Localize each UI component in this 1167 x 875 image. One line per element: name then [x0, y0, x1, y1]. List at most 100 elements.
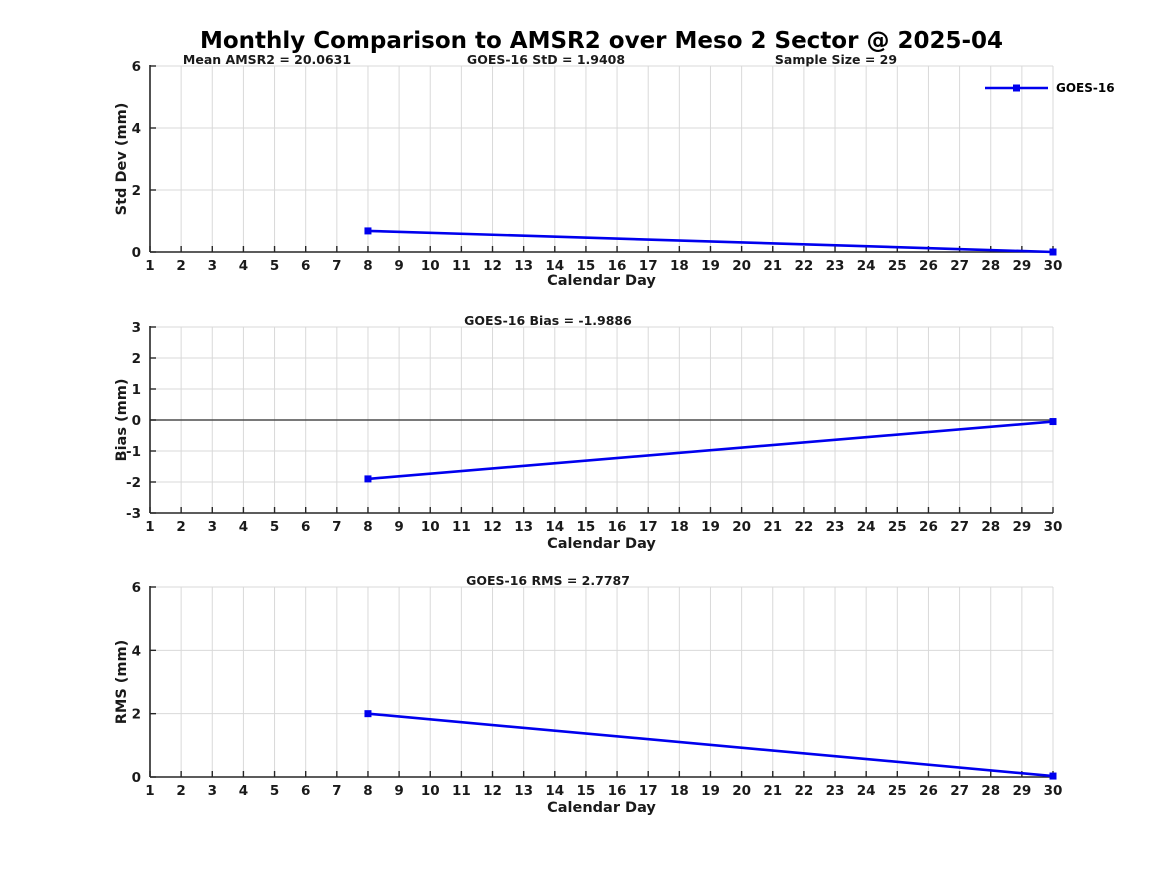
- x-tick-label: 12: [483, 783, 502, 799]
- y-tick-label: -2: [126, 475, 141, 491]
- ylabel-std-dev: Std Dev (mm): [114, 102, 130, 216]
- xlabel-calendar-day-1: Calendar Day: [547, 273, 656, 289]
- y-tick-label: -1: [126, 444, 141, 460]
- x-tick-label: 30: [1044, 258, 1063, 274]
- x-tick-label: 9: [394, 258, 403, 274]
- data-point-marker: [1049, 772, 1057, 780]
- x-tick-label: 21: [763, 258, 782, 274]
- data-point-marker: [364, 710, 372, 718]
- x-tick-label: 28: [981, 258, 1000, 274]
- legend: [985, 84, 1048, 92]
- x-tick-label: 27: [950, 519, 969, 535]
- x-tick-label: 11: [452, 519, 471, 535]
- x-tick-label: 18: [670, 519, 689, 535]
- x-tick-label: 7: [332, 258, 341, 274]
- x-tick-label: 2: [176, 783, 185, 799]
- x-tick-label: 12: [483, 519, 502, 535]
- y-tick-label: 6: [132, 59, 141, 75]
- x-tick-label: 1: [145, 783, 154, 799]
- xlabel-calendar-day-3: Calendar Day: [547, 800, 656, 816]
- x-tick-label: 6: [301, 783, 310, 799]
- x-tick-label: 29: [1012, 783, 1031, 799]
- x-tick-label: 4: [239, 783, 248, 799]
- y-tick-label: 1: [132, 382, 141, 398]
- legend-label-goes16: GOES-16: [1056, 81, 1115, 95]
- x-tick-label: 8: [363, 258, 372, 274]
- x-tick-label: 16: [608, 519, 627, 535]
- y-tick-label: 2: [132, 183, 141, 199]
- x-tick-label: 4: [239, 519, 248, 535]
- x-tick-label: 22: [794, 783, 813, 799]
- x-tick-label: 11: [452, 783, 471, 799]
- x-tick-label: 20: [732, 258, 751, 274]
- goes-16-line: [367, 229, 1054, 254]
- x-tick-label: 26: [919, 519, 938, 535]
- y-tick-label: 4: [132, 121, 141, 137]
- x-tick-label: 17: [639, 258, 658, 274]
- y-tick-label: 0: [132, 413, 141, 429]
- x-tick-label: 28: [981, 783, 1000, 799]
- stddev-plot: 1 2 3 4 5 6 7 8 9 10 11 12 13 14 15 16 17 18 19 20 21 22 23 24 2…: [132, 59, 1063, 274]
- x-tick-label: 24: [857, 258, 876, 274]
- x-tick-label: 3: [208, 783, 217, 799]
- ylabel-rms: RMS (mm): [114, 639, 130, 725]
- x-tick-label: 14: [545, 783, 564, 799]
- data-point-marker: [364, 227, 372, 235]
- x-tick-label: 18: [670, 258, 689, 274]
- x-tick-label: 13: [514, 519, 533, 535]
- x-tick-label: 3: [208, 258, 217, 274]
- goes-16-line: [367, 420, 1054, 481]
- x-tick-label: 29: [1012, 258, 1031, 274]
- x-tick-label: 4: [239, 258, 248, 274]
- goes-16-line: [367, 712, 1054, 778]
- x-tick-label: 21: [763, 519, 782, 535]
- x-tick-label: 29: [1012, 519, 1031, 535]
- x-tick-label: 8: [363, 783, 372, 799]
- x-tick-label: 7: [332, 783, 341, 799]
- x-tick-label: 23: [826, 783, 845, 799]
- x-tick-label: 25: [888, 783, 907, 799]
- x-tick-label: 2: [176, 258, 185, 274]
- x-tick-label: 27: [950, 783, 969, 799]
- x-tick-label: 1: [145, 258, 154, 274]
- x-tick-label: 10: [421, 519, 440, 535]
- x-tick-label: 15: [577, 783, 596, 799]
- data-point-marker: [1049, 248, 1057, 256]
- x-tick-label: 24: [857, 783, 876, 799]
- x-tick-label: 13: [514, 783, 533, 799]
- x-tick-label: 5: [270, 258, 279, 274]
- x-tick-label: 22: [794, 519, 813, 535]
- x-tick-label: 30: [1044, 519, 1063, 535]
- x-tick-label: 25: [888, 258, 907, 274]
- x-tick-label: 8: [363, 519, 372, 535]
- annotation-goes16-rms: GOES-16 RMS = 2.7787: [466, 573, 630, 588]
- x-tick-label: 19: [701, 519, 720, 535]
- x-tick-label: 23: [826, 258, 845, 274]
- x-tick-label: 2: [176, 519, 185, 535]
- xlabel-calendar-day-2: Calendar Day: [547, 536, 656, 552]
- x-tick-label: 21: [763, 783, 782, 799]
- x-tick-label: 26: [919, 258, 938, 274]
- annotation-mean-amsr2: Mean AMSR2 = 20.0631: [182, 52, 352, 67]
- x-tick-label: 13: [514, 258, 533, 274]
- data-point-marker: [364, 475, 372, 483]
- y-tick-label: 2: [132, 707, 141, 723]
- x-tick-label: 15: [577, 519, 596, 535]
- bias-plot: 1 2 3 4 5 6 7 8 9 10 11 12 13 14 15 16 17 18 19 20 21 22 23 24 2…: [126, 320, 1062, 535]
- x-tick-label: 20: [732, 783, 751, 799]
- x-tick-label: 30: [1044, 783, 1063, 799]
- y-tick-label: 6: [132, 580, 141, 596]
- annotation-goes16-bias: GOES-16 Bias = -1.9886: [464, 313, 632, 328]
- x-tick-label: 17: [639, 519, 658, 535]
- data-point-marker: [1049, 418, 1057, 426]
- x-tick-label: 16: [608, 258, 627, 274]
- x-tick-label: 6: [301, 258, 310, 274]
- rms-plot: 1 2 3 4 5 6 7 8 9 10 11 12 13 14 15 16 17 18 19 20 21 22 23 24 2…: [132, 580, 1063, 799]
- y-tick-label: -3: [126, 506, 141, 522]
- x-tick-label: 10: [421, 258, 440, 274]
- x-tick-label: 20: [732, 519, 751, 535]
- x-tick-label: 9: [394, 783, 403, 799]
- x-tick-label: 9: [394, 519, 403, 535]
